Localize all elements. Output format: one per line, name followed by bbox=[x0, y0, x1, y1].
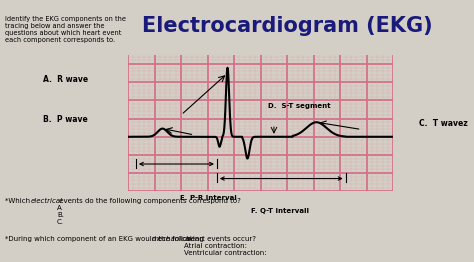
Text: A.  R wave: A. R wave bbox=[43, 75, 88, 84]
Text: Electrocardiogram (EKG): Electrocardiogram (EKG) bbox=[142, 16, 433, 36]
Text: C.  T wavez: C. T wavez bbox=[419, 119, 468, 128]
Text: electrical: electrical bbox=[31, 198, 63, 204]
Text: B.  P wave: B. P wave bbox=[43, 115, 87, 124]
Text: D.  S-T segment: D. S-T segment bbox=[268, 103, 330, 109]
Text: Identify the EKG components on the
tracing below and answer the
questions about : Identify the EKG components on the traci… bbox=[5, 16, 126, 43]
Text: events do the following components correspond to?
A.
B.
C.: events do the following components corre… bbox=[57, 198, 241, 225]
Text: E. P-R Interval: E. P-R Interval bbox=[180, 195, 237, 201]
Text: heart events occur?
Atrial contraction:
Ventricular contraction:: heart events occur? Atrial contraction: … bbox=[184, 236, 266, 256]
Text: mechanical: mechanical bbox=[152, 236, 192, 242]
Text: *Which: *Which bbox=[5, 198, 32, 204]
Text: F. Q-T intervall: F. Q-T intervall bbox=[251, 208, 309, 214]
Text: *During which component of an EKG would the following: *During which component of an EKG would … bbox=[5, 236, 206, 242]
